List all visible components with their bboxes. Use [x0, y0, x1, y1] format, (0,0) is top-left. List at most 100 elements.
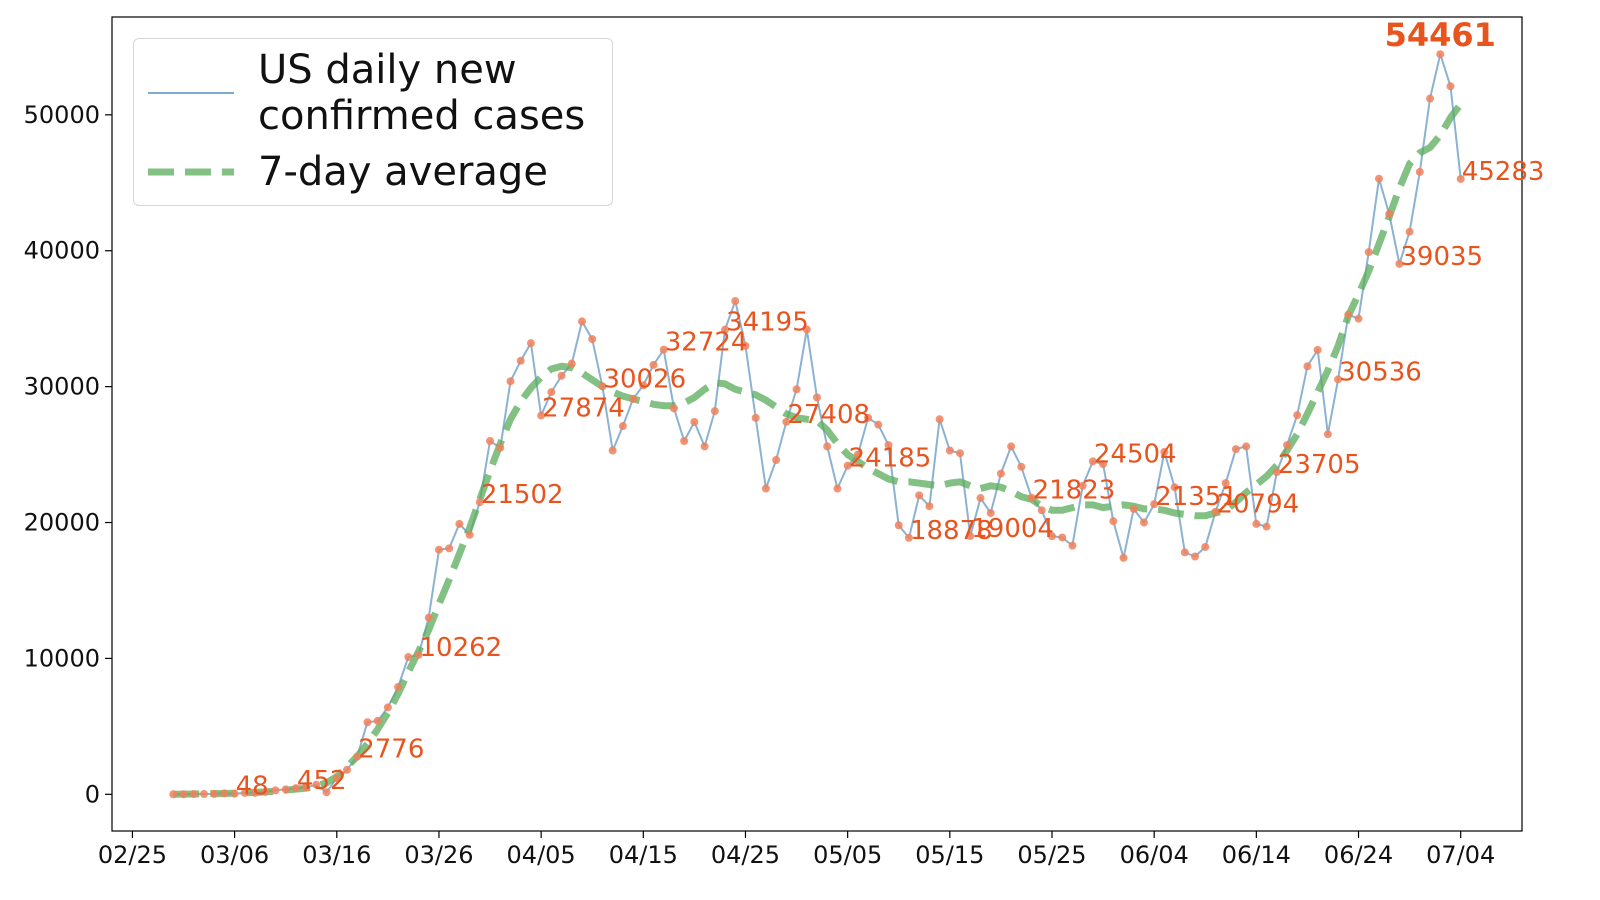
- data-point: [1385, 210, 1394, 219]
- data-point: [618, 422, 627, 431]
- data-point: [251, 788, 260, 797]
- y-tick-label: 20000: [24, 509, 100, 537]
- data-point: [598, 382, 607, 391]
- data-label: 24185: [849, 444, 932, 474]
- data-point: [925, 502, 934, 511]
- data-label: 48: [236, 772, 269, 802]
- data-point: [751, 413, 760, 422]
- data-point: [894, 521, 903, 530]
- data-point: [915, 491, 924, 500]
- data-point: [261, 787, 270, 796]
- data-label: 30026: [603, 364, 686, 394]
- x-tick-label: 05/15: [915, 841, 984, 869]
- data-point: [874, 420, 883, 429]
- data-point: [1058, 533, 1067, 542]
- data-point: [312, 780, 321, 789]
- data-point: [281, 785, 290, 794]
- data-point: [833, 484, 842, 493]
- data-point: [986, 509, 995, 518]
- x-tick-label: 05/05: [813, 841, 882, 869]
- data-point: [383, 703, 392, 712]
- data-point: [475, 498, 484, 507]
- data-point: [537, 411, 546, 420]
- data-point: [434, 545, 443, 554]
- data-point: [414, 650, 423, 659]
- data-point: [802, 325, 811, 334]
- data-point: [465, 530, 474, 539]
- data-point: [1139, 518, 1148, 527]
- data-point: [404, 653, 413, 662]
- data-point: [1334, 375, 1343, 384]
- data-point: [700, 442, 709, 451]
- x-tick-label: 04/05: [507, 841, 576, 869]
- data-point: [291, 784, 300, 793]
- data-point: [332, 774, 341, 783]
- data-point: [189, 790, 198, 799]
- data-point: [424, 613, 433, 622]
- data-label: 34195: [726, 308, 809, 338]
- data-point: [1017, 462, 1026, 471]
- x-tick-label: 03/16: [302, 841, 371, 869]
- data-point: [1293, 411, 1302, 420]
- legend-label: US daily new confirmed cases: [258, 47, 586, 139]
- x-tick-label: 04/25: [711, 841, 780, 869]
- data-point: [567, 359, 576, 368]
- data-point: [1323, 430, 1332, 439]
- data-point: [1088, 457, 1097, 466]
- data-point: [343, 765, 351, 774]
- data-point: [721, 325, 730, 334]
- data-point: [649, 360, 658, 369]
- data-point: [526, 339, 535, 348]
- data-point: [1068, 541, 1077, 550]
- peak-label: 54461: [1385, 16, 1496, 54]
- data-point: [1456, 174, 1465, 183]
- data-point: [373, 716, 382, 725]
- data-label: 45283: [1462, 157, 1545, 187]
- data-point: [1231, 445, 1240, 454]
- data-point: [1364, 248, 1373, 257]
- data-point: [782, 417, 791, 426]
- data-point: [864, 413, 873, 422]
- data-point: [1119, 553, 1128, 562]
- data-point: [1078, 481, 1087, 490]
- data-point: [843, 461, 852, 470]
- data-label: 24504: [1094, 439, 1177, 469]
- data-point: [1221, 479, 1230, 488]
- y-tick-label: 30000: [24, 373, 100, 401]
- y-tick-label: 40000: [24, 237, 100, 265]
- legend-entry: 7-day average: [146, 149, 596, 195]
- data-point: [1037, 506, 1046, 515]
- data-label: 2776: [358, 735, 424, 765]
- data-point: [1272, 468, 1281, 477]
- data-point: [884, 441, 893, 450]
- data-point: [578, 317, 586, 326]
- data-point: [588, 335, 597, 344]
- data-point: [945, 446, 954, 455]
- legend-swatch: [148, 168, 234, 176]
- data-point: [1129, 504, 1138, 513]
- data-label: 27408: [787, 400, 870, 430]
- data-point: [1395, 259, 1404, 268]
- data-point: [1262, 522, 1271, 531]
- data-point: [1415, 167, 1424, 176]
- data-label: 10262: [420, 633, 503, 663]
- x-tick-label: 02/25: [98, 841, 167, 869]
- data-label: 21351: [1155, 482, 1238, 512]
- data-point: [1099, 460, 1108, 469]
- data-point: [1160, 447, 1169, 456]
- x-tick-label: 03/26: [404, 841, 473, 869]
- data-point: [1283, 441, 1291, 450]
- data-point: [1150, 500, 1159, 509]
- data-point: [996, 469, 1005, 478]
- average-line: [173, 101, 1464, 798]
- data-point: [506, 377, 515, 386]
- data-point: [966, 532, 975, 541]
- data-point: [853, 450, 862, 459]
- data-point: [169, 790, 178, 799]
- data-point: [1211, 507, 1220, 516]
- data-point: [1446, 82, 1455, 91]
- legend-swatch: [148, 92, 234, 94]
- data-point: [608, 446, 617, 455]
- data-point: [496, 443, 505, 452]
